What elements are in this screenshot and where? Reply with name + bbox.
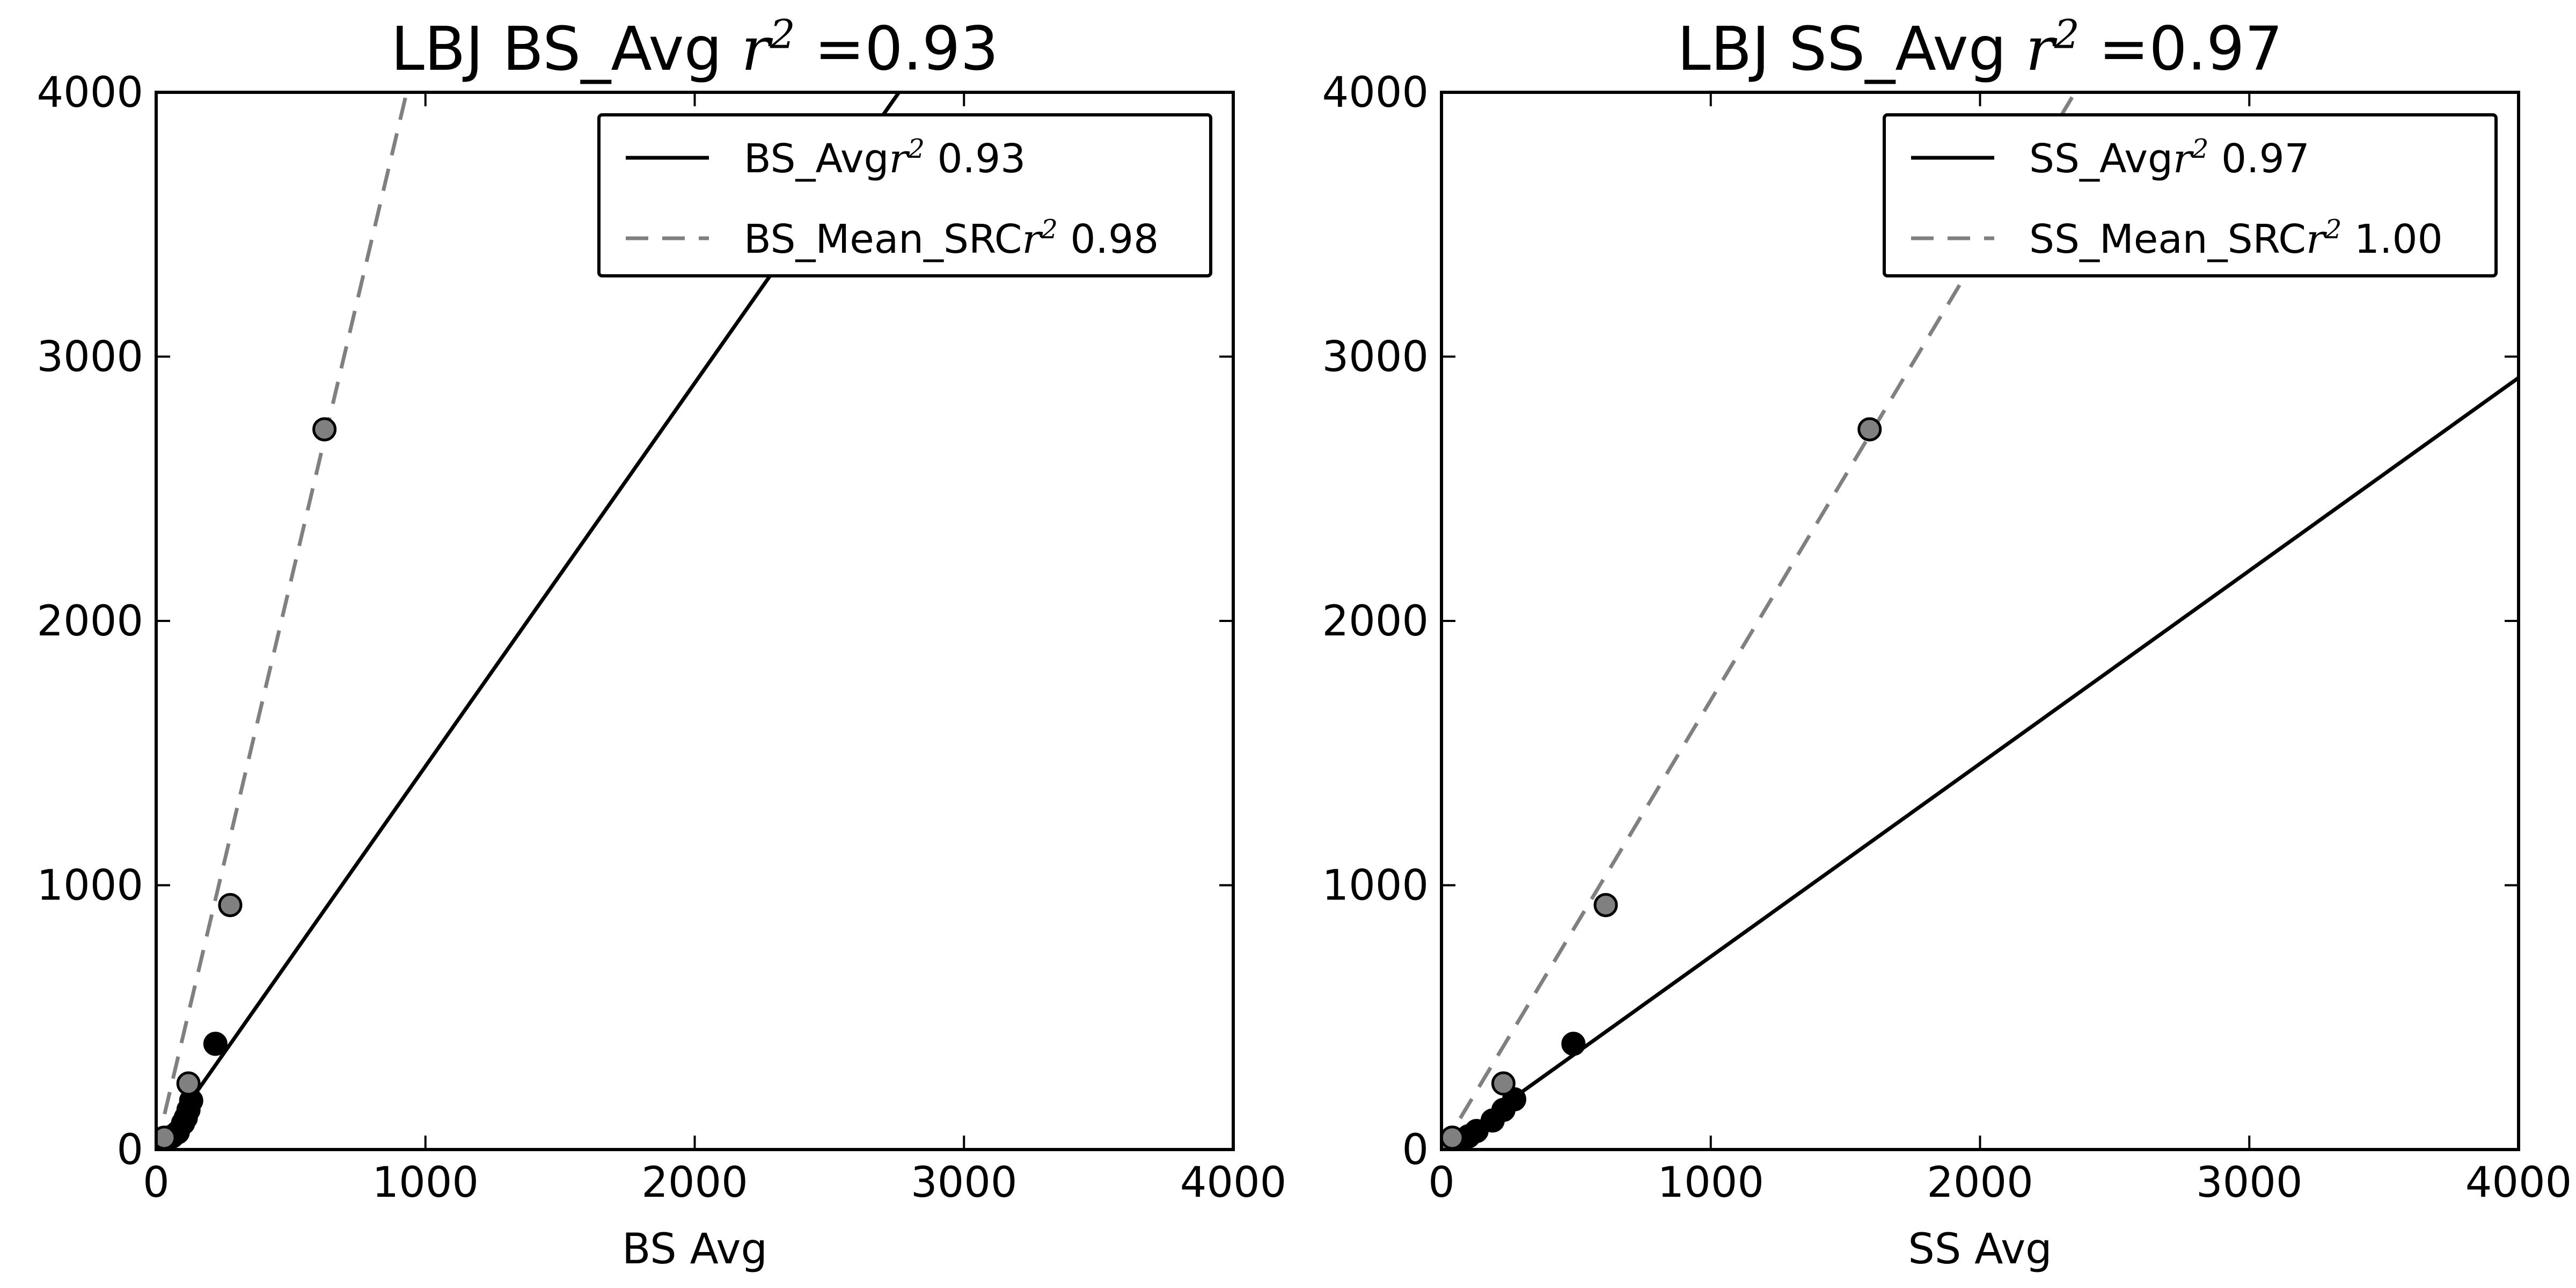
legend-box bbox=[597, 113, 1212, 277]
legend-label-series-2: SS_Mean_SRCr2 1.00 bbox=[2029, 214, 2443, 262]
chart-panel-2: LBJ SS_Avg r2 =0.97 0 1000 2000 3000 4000 0 100… bbox=[1322, 11, 2572, 1274]
data-point-series-1 bbox=[1561, 1031, 1586, 1056]
plot-area bbox=[1441, 92, 2519, 1150]
y-tick-label: 2000 bbox=[36, 597, 143, 646]
x-tick-label: 3000 bbox=[911, 1159, 1018, 1207]
data-point-series-2 bbox=[1491, 1071, 1516, 1096]
y-tick-label: 2000 bbox=[1322, 597, 1429, 646]
x-tick-label: 4000 bbox=[2465, 1159, 2572, 1207]
x-tick-label: 1000 bbox=[1657, 1159, 1764, 1207]
data-point-series-2 bbox=[1857, 417, 1882, 442]
data-point-series-2 bbox=[176, 1071, 201, 1096]
chart-panel-1: LBJ BS_Avg r2 =0.93 0 1000 2000 3000 4000 0 100… bbox=[36, 11, 1287, 1274]
chart-title: LBJ SS_Avg r2 =0.97 bbox=[1677, 11, 2283, 84]
legend-box bbox=[1883, 113, 2498, 277]
data-point-series-2 bbox=[218, 892, 243, 917]
legend-label-series-1: SS_Avgr2 0.97 bbox=[2029, 134, 2310, 182]
y-tick-label: 4000 bbox=[36, 69, 143, 117]
data-point-series-2 bbox=[1593, 892, 1618, 917]
y-tick-label: 3000 bbox=[36, 333, 143, 382]
y-tick-label: 0 bbox=[116, 1126, 143, 1174]
fit-line-series-1 bbox=[1441, 376, 2519, 1150]
fit-line-series-2 bbox=[1441, 92, 2077, 1150]
x-axis-label: SS Avg bbox=[1908, 1225, 2052, 1274]
plot-area bbox=[156, 92, 902, 1150]
data-point-series-2 bbox=[312, 417, 337, 442]
fit-line-series-2 bbox=[156, 92, 409, 1150]
x-tick-label: 3000 bbox=[2196, 1159, 2303, 1207]
x-axis-label: BS Avg bbox=[622, 1225, 767, 1274]
fit-line-series-1 bbox=[156, 92, 902, 1150]
x-tick-label: 0 bbox=[1428, 1159, 1455, 1207]
legend: BS_Avgr2 0.93 BS_Mean_SRCr2 0.98 bbox=[597, 113, 1212, 277]
x-tick-label: 2000 bbox=[1927, 1159, 2033, 1207]
y-tick-label: 1000 bbox=[36, 862, 143, 910]
data-point-series-2 bbox=[1441, 1125, 1465, 1150]
data-point-series-1 bbox=[203, 1031, 228, 1056]
x-tick-label: 0 bbox=[143, 1159, 170, 1207]
legend-label-series-1: BS_Avgr2 0.93 bbox=[744, 134, 1026, 182]
x-tick-label: 4000 bbox=[1180, 1159, 1287, 1207]
legend: SS_Avgr2 0.97 SS_Mean_SRCr2 1.00 bbox=[1883, 113, 2498, 277]
legend-label-series-2: BS_Mean_SRCr2 0.98 bbox=[744, 214, 1159, 262]
x-tick-label: 2000 bbox=[641, 1159, 748, 1207]
y-tick-label: 3000 bbox=[1322, 333, 1429, 382]
y-tick-label: 0 bbox=[1402, 1126, 1429, 1174]
y-tick-label: 4000 bbox=[1322, 69, 1429, 117]
y-tick-label: 1000 bbox=[1322, 862, 1429, 910]
chart-title: LBJ BS_Avg r2 =0.93 bbox=[391, 11, 998, 84]
x-tick-label: 1000 bbox=[372, 1159, 479, 1207]
